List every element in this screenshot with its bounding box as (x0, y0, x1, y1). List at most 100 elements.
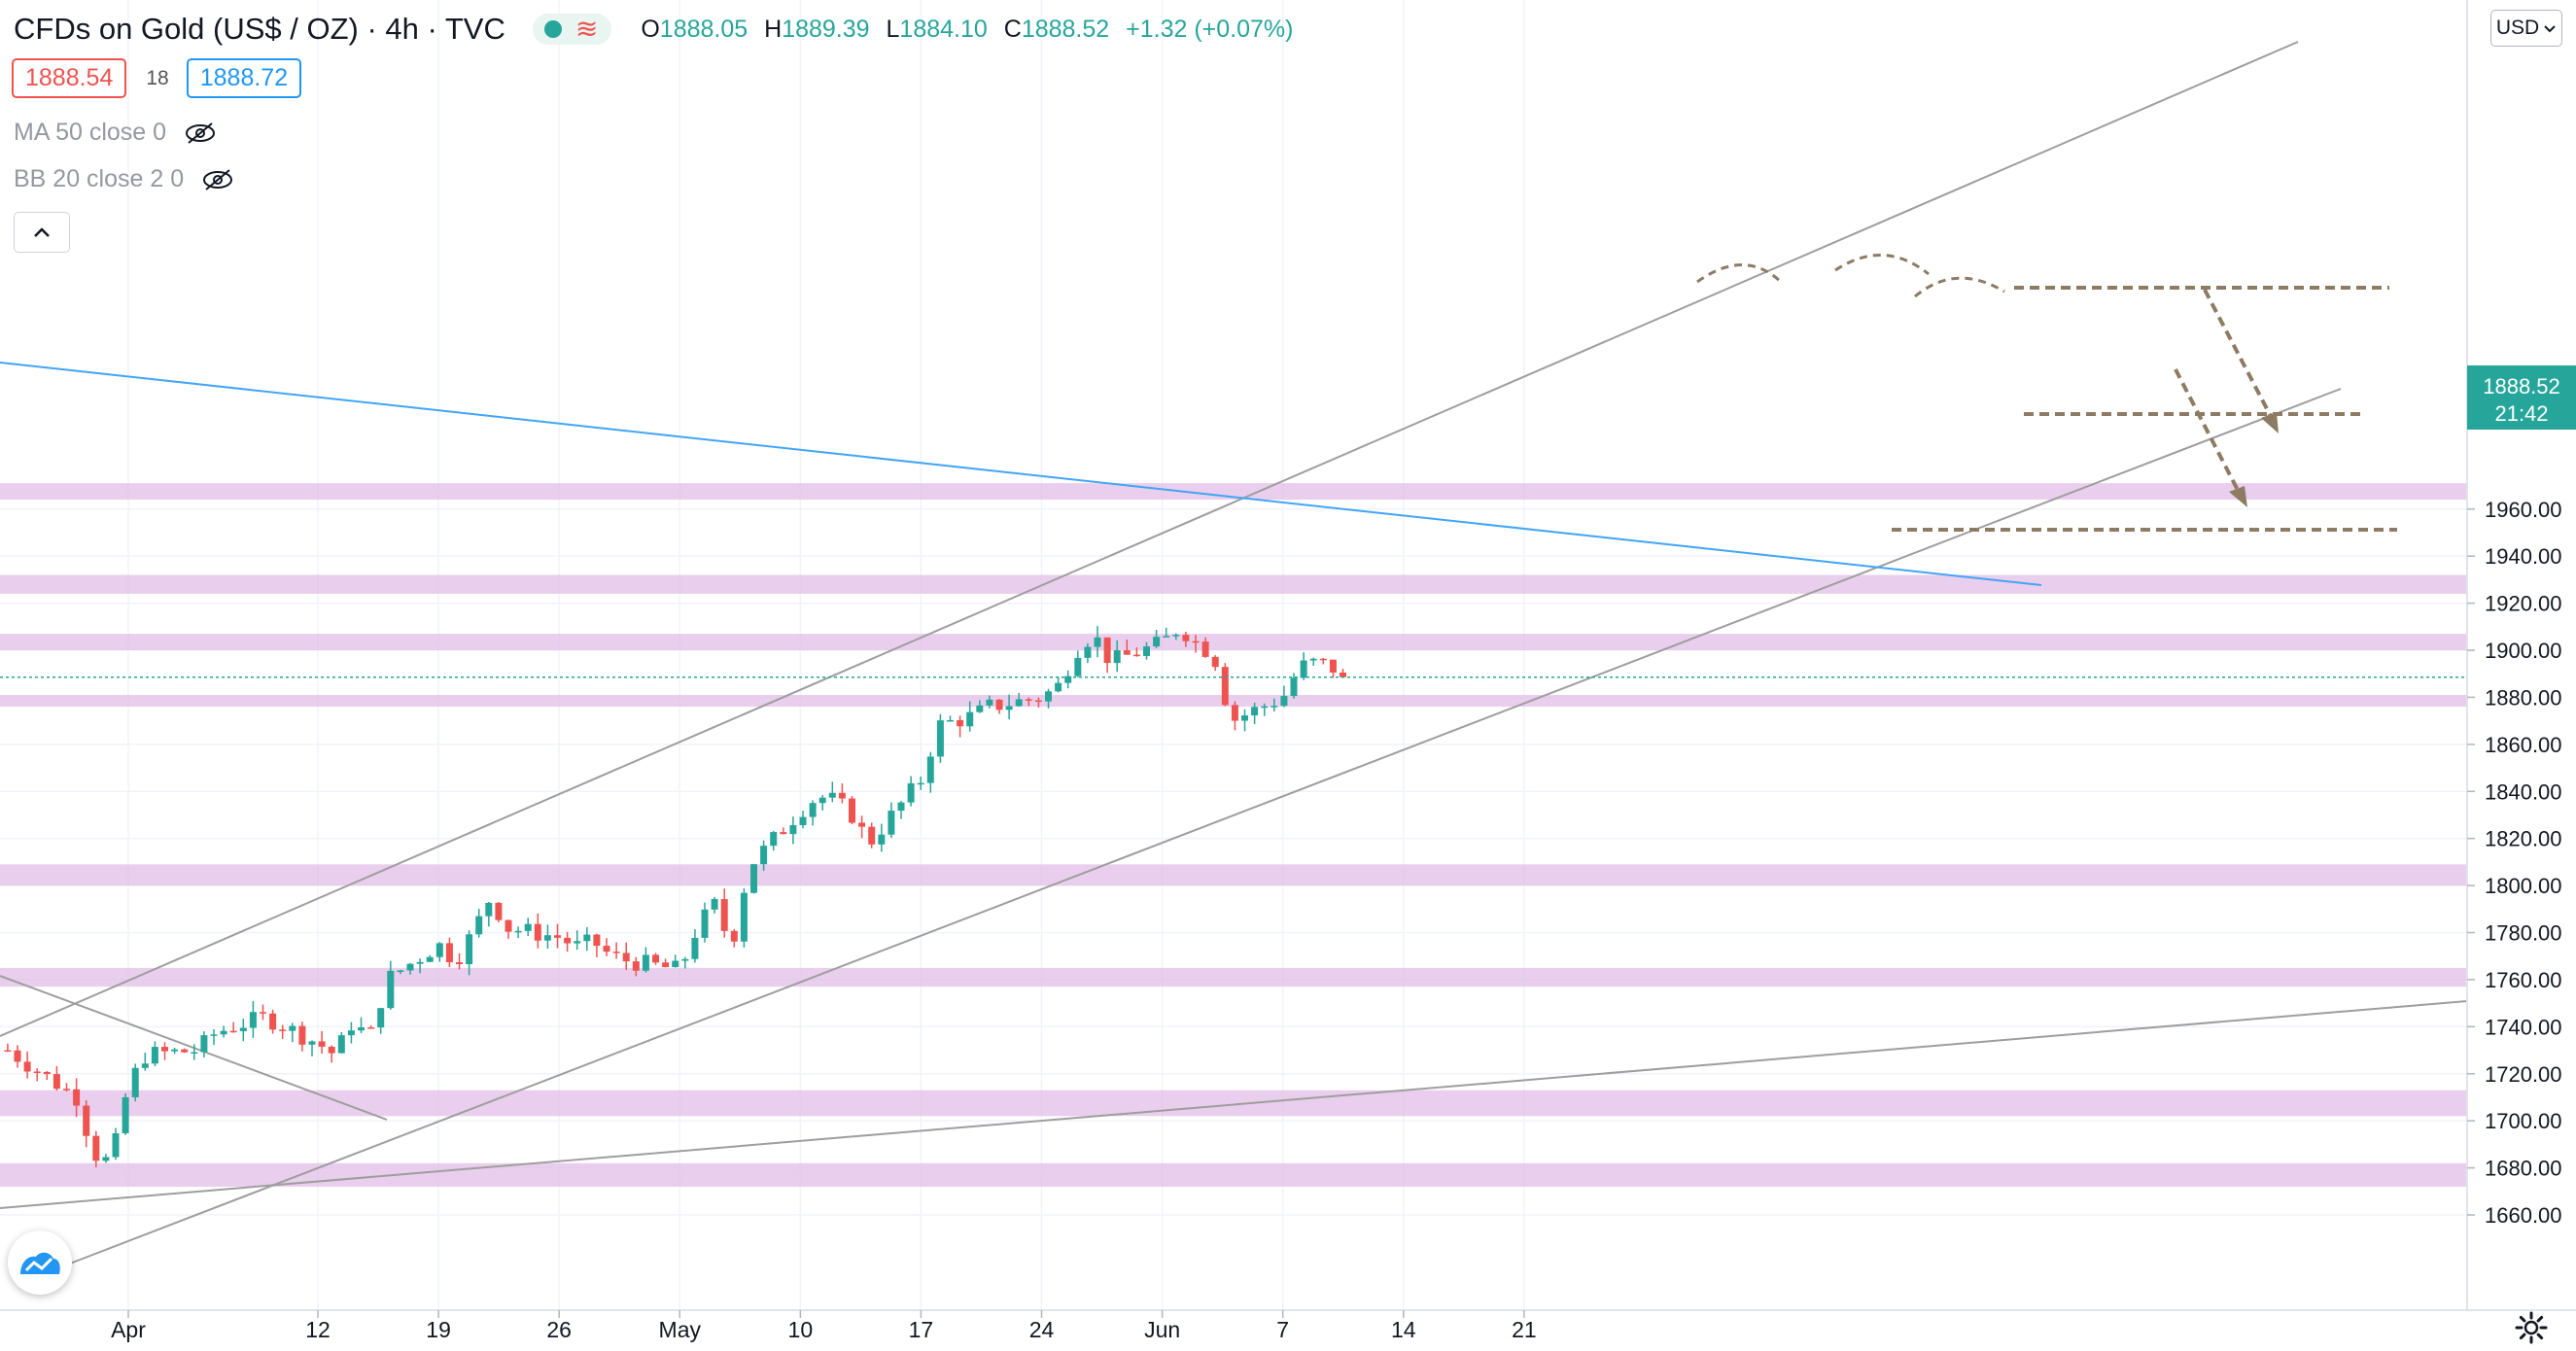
last-price-label: 1888.52 21:42 (2467, 365, 2576, 430)
candle-body (83, 1105, 90, 1136)
price-tick-label: 1960.00 (2485, 498, 2562, 522)
candle-body (181, 1049, 189, 1053)
candle-body (239, 1027, 247, 1031)
candle-body (151, 1047, 158, 1064)
ohlc-readout: O1888.05 H1889.39 L1884.10 C1888.52 +1.3… (641, 16, 1293, 44)
candle-body (789, 824, 797, 835)
eye-crossed-icon[interactable] (201, 168, 234, 191)
candle-body (328, 1046, 335, 1054)
channel-upper-line (0, 41, 2299, 1037)
candle-body (1143, 646, 1151, 656)
data-delay-wave-icon: ≋ (574, 14, 599, 44)
candle-body (426, 956, 434, 962)
head-shoulder-arc-2 (1834, 253, 1930, 276)
price-tick-label: 1840.00 (2485, 779, 2562, 804)
candle-body (112, 1132, 120, 1158)
candle-body (583, 934, 591, 942)
ohlc-high-label: H (764, 15, 783, 43)
price-tick-label: 1820.00 (2485, 827, 2562, 851)
collapse-legend-button[interactable] (14, 212, 70, 253)
candle-body (1211, 656, 1219, 668)
price-tick-label: 1660.00 (2485, 1203, 2562, 1228)
candle-body (161, 1047, 169, 1052)
candle-body (701, 909, 709, 938)
annotations (1696, 253, 2397, 532)
price-tick-label: 1680.00 (2485, 1157, 2562, 1181)
candle-body (52, 1074, 60, 1090)
candle-body (406, 963, 414, 971)
indicator-bb[interactable]: BB 20 close 2 0 (14, 165, 234, 193)
candle-body (141, 1063, 149, 1068)
candle-body (1103, 637, 1111, 664)
candle-body (564, 937, 572, 944)
candle-body (1182, 635, 1190, 641)
ohlc-change: +1.32 (+0.07%) (1126, 15, 1294, 43)
candle-body (1221, 667, 1229, 706)
symbol-title[interactable]: CFDs on Gold (US$ / OZ) · 4h · TVC (14, 12, 505, 46)
time-tick-label: 7 (1276, 1317, 1289, 1342)
candle-body (387, 970, 395, 1009)
time-tick-label: 19 (426, 1317, 451, 1342)
candle-body (122, 1096, 129, 1133)
candle-body (957, 719, 964, 727)
chart-settings-button[interactable] (2514, 1310, 2549, 1345)
time-tick-label: Jun (1144, 1317, 1180, 1342)
buy-button[interactable]: 1888.72 (186, 58, 302, 98)
candle-body (995, 699, 1003, 710)
candle-body (849, 798, 856, 823)
candle-body (878, 834, 886, 845)
eye-crossed-icon[interactable] (184, 121, 217, 145)
ohlc-low-value: 1884.10 (899, 15, 988, 43)
candle-body (1055, 682, 1062, 692)
indicator-bb-label: BB 20 close 2 0 (14, 165, 185, 192)
time-axis[interactable]: Apr 12 19 26 May 10 17 24 Jun 7 14 21 (0, 1309, 2576, 1342)
candle-body (986, 699, 993, 706)
candle-body (780, 832, 787, 835)
candle-body (102, 1157, 110, 1161)
candle-body (1241, 715, 1249, 721)
candle-body (750, 864, 758, 893)
candle-body (691, 937, 699, 959)
price-tick-label: 1740.00 (2485, 1015, 2562, 1039)
candle-body (554, 935, 562, 938)
tradingview-logo[interactable] (8, 1230, 72, 1295)
candle-body (1163, 636, 1170, 638)
candle-body (33, 1071, 41, 1073)
price-zone (0, 483, 2467, 501)
arrow-2-head (2229, 486, 2247, 507)
sell-button[interactable]: 1888.54 (12, 58, 127, 98)
indicator-ma[interactable]: MA 50 close 0 (14, 119, 217, 147)
market-status-badge[interactable]: ≋ (532, 14, 612, 45)
candle-body (279, 1029, 287, 1031)
price-zone (0, 574, 2467, 594)
price-tick-label: 1920.00 (2485, 592, 2562, 616)
candle-body (1005, 706, 1013, 710)
head-shoulder-arc-1 (1696, 263, 1783, 284)
candle-body (1132, 654, 1140, 657)
candle-body (1300, 660, 1307, 678)
candle-body (534, 923, 541, 941)
time-tick-label: 12 (305, 1317, 331, 1342)
ohlc-close-label: C (1003, 15, 1022, 43)
price-zone (0, 1162, 2467, 1187)
candle-body (838, 792, 846, 799)
candle-body (1064, 676, 1072, 683)
candle-body (260, 1012, 267, 1014)
candle-body (681, 958, 689, 961)
candle-body (505, 919, 512, 932)
ohlc-open-label: O (641, 15, 660, 43)
price-axis[interactable]: 1660.00 1680.00 1700.00 1720.00 1740.00 1760.… (2466, 0, 2562, 1310)
candle-body (466, 934, 473, 965)
price-zone (0, 695, 2467, 708)
candle-body (917, 782, 924, 785)
price-tick-label: 1940.00 (2485, 544, 2562, 569)
candle-body (760, 846, 768, 865)
currency-select[interactable]: USD (2490, 10, 2562, 47)
market-open-dot-icon (543, 20, 562, 38)
candle-body (191, 1052, 198, 1055)
candlesticks (4, 626, 1347, 1167)
short-falling-line (0, 975, 388, 1121)
support-resistance-zones (0, 483, 2467, 1187)
price-tick-label: 1900.00 (2485, 639, 2562, 663)
